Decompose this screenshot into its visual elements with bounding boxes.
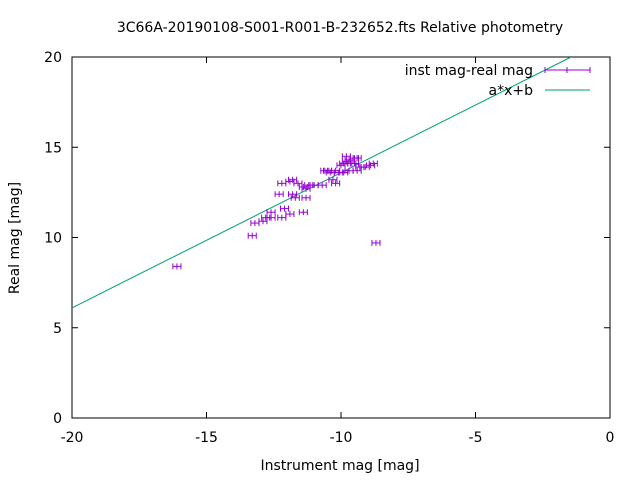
y-tick-label: 20	[44, 50, 62, 66]
data-point	[301, 194, 311, 201]
measurement-points	[172, 153, 381, 270]
data-point	[250, 220, 260, 227]
data-point	[298, 209, 308, 216]
x-axis-label: Instrument mag [mag]	[260, 458, 419, 474]
data-point	[331, 180, 341, 187]
data-point	[349, 160, 359, 167]
legend-sample-measurements	[544, 67, 591, 73]
plot-frame	[71, 56, 611, 419]
data-point	[277, 214, 287, 221]
legend-label-fit: a*x+b	[489, 83, 534, 99]
x-tick-label: -15	[195, 430, 218, 446]
data-point	[279, 205, 290, 212]
chart-title: 3C66A-20190108-S001-R001-B-232652.fts Re…	[117, 20, 563, 36]
legend-label-measurements: inst mag-real mag	[405, 63, 533, 79]
plot-area: -20 -15 -10 -5 0 0 5 10 15 20	[44, 50, 614, 446]
data-point	[317, 182, 327, 189]
y-tick-label: 15	[44, 140, 62, 156]
data-point	[274, 191, 284, 198]
data-point	[277, 180, 287, 187]
data-point	[266, 209, 276, 216]
data-point	[293, 180, 303, 187]
x-tick-label: -5	[469, 430, 483, 446]
data-point	[285, 211, 295, 218]
data-point	[247, 232, 257, 239]
x-tick-label: -10	[330, 430, 353, 446]
data-point	[290, 194, 300, 201]
y-axis-label: Real mag [mag]	[7, 182, 23, 294]
fit-line	[72, 57, 572, 309]
data-point	[172, 263, 182, 270]
data-point	[371, 239, 381, 246]
y-tick-label: 10	[44, 231, 62, 247]
data-point	[288, 191, 298, 198]
y-tick-label: 5	[53, 321, 62, 337]
x-tick-label: 0	[606, 430, 615, 446]
y-tick-label: 0	[53, 411, 62, 427]
data-point	[352, 155, 362, 162]
data-point	[368, 160, 378, 167]
data-point	[328, 176, 338, 183]
x-tick-label: -20	[61, 430, 84, 446]
data-point	[266, 214, 276, 221]
data-point	[258, 218, 268, 225]
data-point	[288, 176, 298, 183]
legend: inst mag-real mag a*x+b	[405, 63, 591, 99]
